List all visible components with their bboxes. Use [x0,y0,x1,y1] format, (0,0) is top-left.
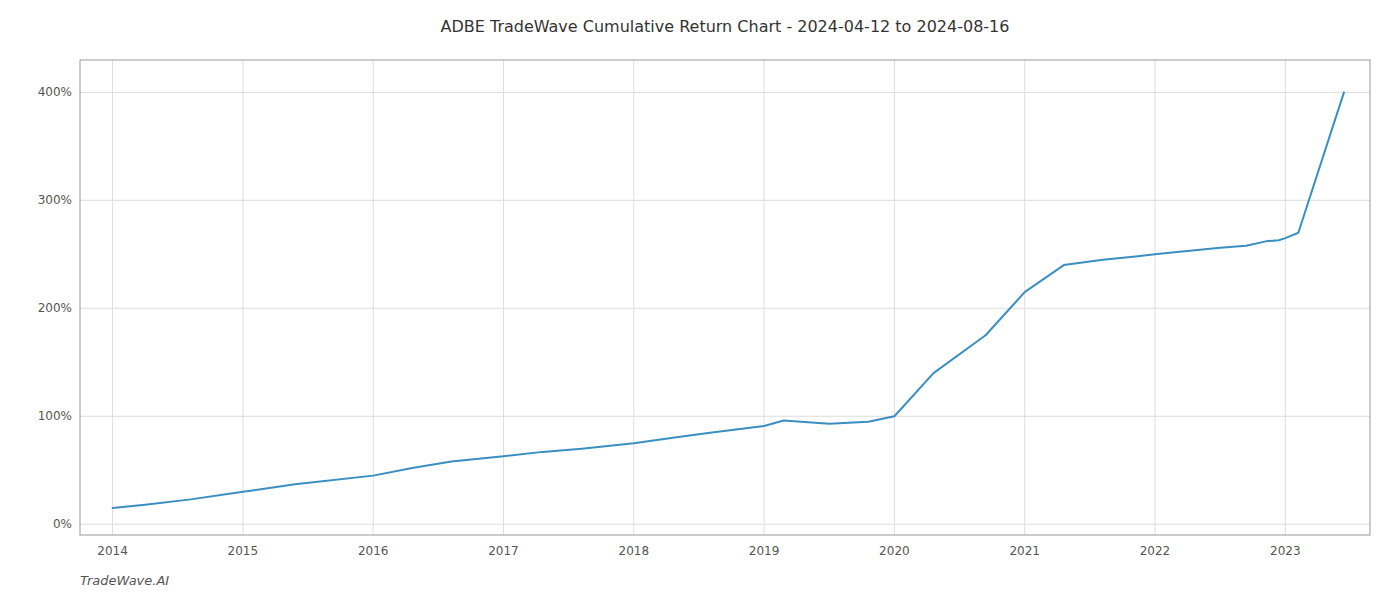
y-tick-label: 100% [38,409,72,423]
x-tick-label: 2018 [619,544,650,558]
x-tick-label: 2021 [1009,544,1040,558]
x-tick-label: 2016 [358,544,389,558]
x-tick-label: 2019 [749,544,780,558]
y-grid-line [80,308,1370,309]
chart-container: ADBE TradeWave Cumulative Return Chart -… [0,0,1400,600]
x-tick-label: 2017 [488,544,519,558]
background [0,0,1400,600]
x-grid-line [1285,60,1286,535]
plot-frame [80,60,1370,535]
grid [80,60,1370,535]
x-tick-label: 2015 [228,544,259,558]
y-tick-label: 400% [38,85,72,99]
y-grid-line [80,524,1370,525]
x-grid-line [633,60,634,535]
x-tick-label: 2020 [879,544,910,558]
x-grid-line [242,60,243,535]
line [113,92,1344,508]
x-grid-line [1155,60,1156,535]
title: ADBE TradeWave Cumulative Return Chart -… [441,17,1010,36]
x-grid-line [894,60,895,535]
y-grid-line [80,416,1370,417]
y-tick-label: 200% [38,301,72,315]
chart: ADBE TradeWave Cumulative Return Chart -… [0,0,1400,600]
x-grid-line [503,60,504,535]
y-tick-label: 0% [53,517,72,531]
plot-area [113,92,1344,508]
x-tick-label: 2014 [97,544,128,558]
x-tick-label: 2023 [1270,544,1301,558]
watermark: TradeWave.AI [80,573,169,588]
x-grid-line [373,60,374,535]
x-grid-line [764,60,765,535]
y-grid-line [80,200,1370,201]
y-tick-label: 300% [38,193,72,207]
y-grid-line [80,92,1370,93]
x-grid-line [112,60,113,535]
x-grid-line [1024,60,1025,535]
x-tick-label: 2022 [1140,544,1171,558]
